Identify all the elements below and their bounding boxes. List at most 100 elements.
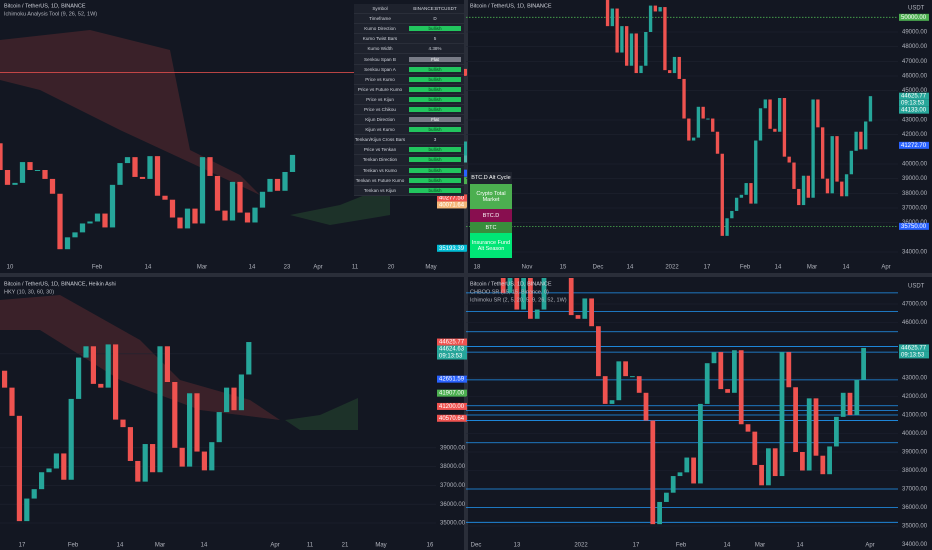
table-cell: bullish xyxy=(409,147,461,153)
y-tick-label: 42000.00 xyxy=(902,394,928,400)
candle xyxy=(650,420,656,525)
x-tick-label: 10 xyxy=(7,265,14,271)
y-tick-label: 43000.00 xyxy=(902,376,928,382)
kumo-cloud xyxy=(0,30,260,195)
table-cell: bullish xyxy=(409,96,461,102)
candle xyxy=(668,70,672,74)
x-tick-label: 11 xyxy=(307,543,314,549)
x-tick-label: 14 xyxy=(627,265,634,271)
candle xyxy=(94,213,101,222)
candle xyxy=(820,127,825,179)
table-cell: Price vs Tenkan xyxy=(363,147,397,153)
candle xyxy=(2,370,8,388)
candle xyxy=(64,237,71,250)
candle xyxy=(629,33,634,66)
candle xyxy=(4,170,11,185)
price-label-bg xyxy=(899,92,929,100)
candle xyxy=(16,415,22,522)
price-label-bg xyxy=(437,402,467,410)
y-tick-label: 46000.00 xyxy=(902,320,928,326)
indicator-label: Ichimoku Analysis Tool (9, 26, 52, 1W) xyxy=(4,11,97,17)
y-tick-label: 38000.00 xyxy=(902,468,928,474)
candle xyxy=(139,176,146,179)
x-tick-label: Feb xyxy=(740,265,751,271)
candle xyxy=(779,352,785,477)
candle xyxy=(500,278,506,293)
candle xyxy=(164,346,170,382)
table-cell: Timeframe xyxy=(369,16,391,22)
table-row: Price vs Kumo bullish xyxy=(354,75,464,85)
kumo-cloud xyxy=(0,295,280,420)
price-label: 44133.00 xyxy=(901,108,927,114)
y-tick-label: 41000.00 xyxy=(902,413,928,419)
candle xyxy=(684,457,690,473)
alt-cycle-item: Insurance Fund Alt Season xyxy=(470,233,512,258)
plot-area xyxy=(466,0,898,253)
candle xyxy=(772,448,778,477)
unit-label: USDT xyxy=(908,284,925,290)
y-tick-label: 38000.00 xyxy=(440,464,466,470)
candle xyxy=(31,489,37,499)
price-label-bg xyxy=(437,389,467,397)
price-label: 40071.64 xyxy=(439,203,465,209)
candle xyxy=(61,453,67,480)
candle xyxy=(237,181,243,213)
candle xyxy=(609,400,615,404)
candle xyxy=(24,498,30,522)
candle xyxy=(154,156,161,196)
candle xyxy=(177,217,183,229)
candle xyxy=(541,278,547,310)
candle xyxy=(562,236,567,242)
table-cell: Tenkan vs Future Kumo xyxy=(355,177,405,183)
candle xyxy=(623,361,628,377)
candle xyxy=(766,448,771,486)
candle xyxy=(42,170,48,179)
candle xyxy=(682,78,686,119)
table-cell: Flat xyxy=(409,117,461,123)
price-label-bg xyxy=(437,244,467,252)
candle xyxy=(192,208,198,224)
price-label: 09:13:53 xyxy=(439,354,463,360)
candle xyxy=(861,347,866,380)
candle xyxy=(786,352,792,388)
candle xyxy=(172,382,178,448)
candle xyxy=(120,419,126,428)
x-tick-label: Dec xyxy=(471,543,482,549)
candle xyxy=(135,460,141,482)
candle xyxy=(224,387,230,413)
price-label: 42651.59 xyxy=(439,377,465,383)
candle xyxy=(259,191,266,208)
table-row: Tenkan vs Future Kumo bullish xyxy=(354,176,464,186)
candle xyxy=(643,392,649,421)
candle xyxy=(46,468,52,473)
pane-title: Bitcoin / TetherUS, 1D, BINANCE xyxy=(4,3,86,9)
x-tick-label: Mar xyxy=(155,543,165,549)
candle xyxy=(825,178,830,194)
candle xyxy=(521,278,526,310)
x-tick-label: 15 xyxy=(560,265,567,271)
table-cell: 4.38% xyxy=(428,46,442,52)
table-cell: bullish xyxy=(409,167,461,173)
candle xyxy=(854,379,860,415)
candle xyxy=(706,118,710,120)
candle xyxy=(229,181,236,221)
alt-cycle-box: BTC.D Alt Cycle Crypto Total Market BTC.D B… xyxy=(470,172,512,258)
candle xyxy=(0,143,3,171)
candle xyxy=(763,99,767,109)
candle xyxy=(68,398,74,480)
candle xyxy=(813,398,819,456)
y-tick-label: 35000.00 xyxy=(902,524,928,530)
x-tick-label: Mar xyxy=(807,265,817,271)
candle xyxy=(252,207,258,223)
candle xyxy=(834,416,839,447)
x-tick-label: 14 xyxy=(117,543,124,549)
table-cell: D xyxy=(433,16,437,22)
price-label: 44625.77 xyxy=(901,346,927,352)
table-row: Price vs Future Kumo bullish xyxy=(354,85,464,95)
x-tick-label: 21 xyxy=(342,543,349,549)
table-cell: bullish xyxy=(409,187,461,193)
candle xyxy=(830,136,834,194)
candle xyxy=(39,472,45,490)
candle xyxy=(725,218,729,236)
